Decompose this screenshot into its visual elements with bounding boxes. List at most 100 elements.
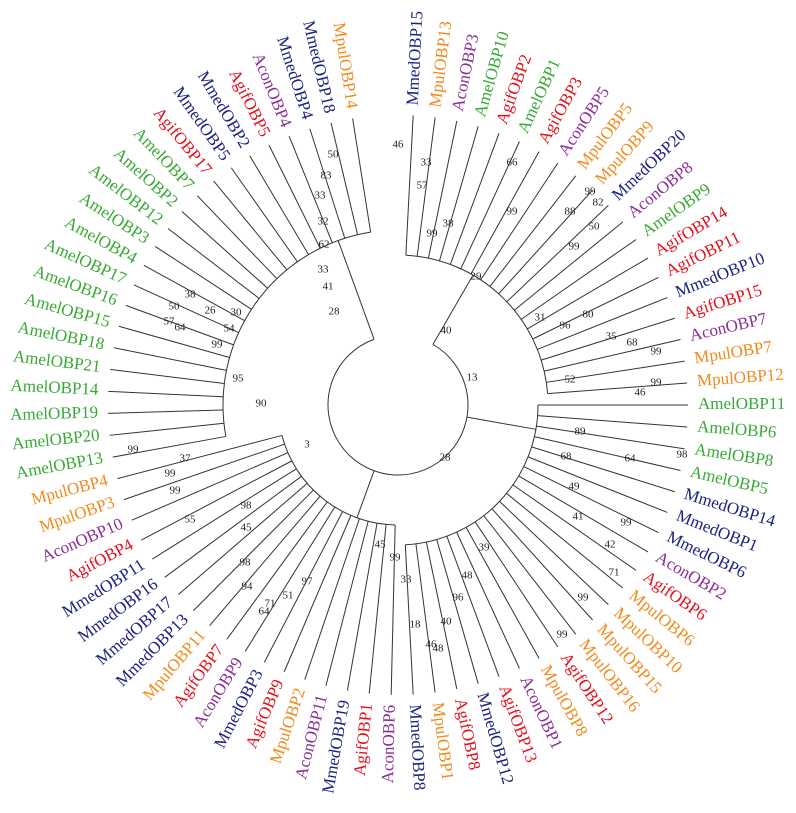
bootstrap-value: 88 [565, 206, 577, 218]
bootstrap-value: 99 [569, 241, 581, 253]
leaf-branch [449, 133, 500, 265]
leaf-branch [456, 531, 520, 669]
leaf-branch [304, 518, 360, 680]
leaf-branch [415, 543, 436, 693]
leaf-label: AmelOBP21 [12, 346, 102, 376]
leaf-branch [325, 521, 369, 687]
bootstrap-value: 71 [609, 567, 620, 579]
leaf-branch [536, 425, 685, 450]
bootstrap-value: 48 [433, 643, 445, 655]
bootstrap-value: 62 [319, 239, 330, 251]
bootstrap-value: 41 [323, 281, 334, 293]
bootstrap-value: 99 [585, 186, 597, 198]
leaf-label: AmelOBP20 [11, 425, 100, 453]
leaf-branch [112, 435, 226, 458]
leaf-branch [346, 523, 378, 691]
leaf-branch [520, 239, 637, 320]
leaf-branch [446, 536, 500, 677]
leaf-branch [117, 434, 283, 480]
leaf-branch [249, 155, 309, 255]
leaf-branch [213, 180, 288, 271]
bootstrap-value: 64 [625, 453, 637, 465]
leaf-branch [244, 506, 336, 652]
leaf-branch [531, 446, 675, 493]
leaf-branch [131, 452, 289, 521]
bootstrap-value: 64 [175, 322, 187, 334]
leaf-branch [226, 501, 328, 640]
leaf-branch [110, 368, 225, 385]
clade-arc [222, 231, 371, 437]
leaf-branch [544, 339, 681, 372]
leaf-branch [470, 151, 540, 275]
bootstrap-value: 82 [593, 197, 604, 209]
bootstrap-value: 46 [426, 639, 438, 651]
bootstrap-value: 99 [507, 206, 519, 218]
bootstrap-value: 33 [401, 574, 413, 586]
leaf-branch [506, 493, 624, 589]
leaf-branch [474, 521, 559, 648]
leaf-branch [436, 539, 479, 684]
bootstrap-value: 29 [471, 271, 483, 283]
leaf-branch [309, 128, 346, 239]
clade-arc [405, 254, 549, 394]
bootstrap-value: 32 [318, 216, 329, 228]
leaf-branch [123, 443, 285, 501]
leaf-branch [118, 325, 230, 358]
bootstrap-value: 95 [233, 373, 245, 385]
bootstrap-value: 33 [318, 264, 330, 276]
leaf-branch [499, 501, 609, 605]
leaf-branch [152, 468, 297, 560]
leaf-branch [178, 483, 308, 595]
bootstrap-value: 28 [329, 306, 341, 318]
leaf-branch [512, 484, 637, 571]
leaf-branch [230, 167, 298, 263]
bootstrap-value: 64 [259, 606, 271, 618]
bootstrap-value: 37 [180, 453, 192, 465]
bootstrap-value: 89 [575, 426, 587, 438]
leaf-label: AgifOBP1 [350, 702, 376, 776]
bootstrap-value: 99 [621, 517, 633, 529]
bootstrap-value: 99 [390, 552, 402, 564]
root-arc [327, 338, 469, 476]
bootstrap-value: 57 [164, 316, 176, 328]
leaf-label: AmelOBP6 [697, 417, 778, 442]
leaf-branch [113, 347, 227, 371]
clade-stem [337, 240, 375, 340]
bootstrap-value: 83 [321, 170, 333, 182]
leaf-branch [523, 466, 659, 534]
bootstrap-value: 30 [231, 307, 243, 319]
leaf-branch [547, 382, 688, 395]
leaf-branch [181, 211, 268, 289]
bootstrap-value: 68 [561, 451, 573, 463]
leaf-branch [405, 115, 414, 256]
bootstrap-value: 40 [441, 325, 453, 337]
bootstrap-value: 99 [557, 629, 569, 641]
leaf-label: MpulOBP1 [429, 701, 458, 781]
bootstrap-value: 28 [440, 452, 452, 464]
leaf-branch [532, 276, 659, 340]
bootstrap-value: 42 [605, 539, 616, 551]
bootstrap-value: 46 [393, 139, 405, 151]
bootstrap-value: 48 [462, 570, 474, 582]
leaf-branch [268, 145, 321, 249]
bootstrap-value: 38 [185, 289, 197, 301]
leaf-branch [527, 456, 668, 513]
bootstrap-value: 90 [256, 398, 268, 410]
leaf-branch [534, 436, 681, 471]
bootstrap-value: 94 [242, 581, 254, 593]
leaf-label: MmedOBP15 [403, 10, 427, 105]
clade-arc [281, 435, 396, 526]
bootstrap-value: 31 [535, 312, 546, 324]
bootstrap-value: 55 [185, 514, 197, 526]
leaf-branch [540, 317, 675, 361]
bootstrap-value: 50 [589, 221, 601, 233]
bootstrap-value: 46 [635, 387, 647, 399]
leaf-branch [546, 360, 685, 383]
bootstrap-value: 57 [417, 180, 429, 192]
bootstrap-value: 99 [165, 468, 177, 480]
leaf-label: MpulOBP12 [696, 365, 784, 391]
bootstrap-value: 66 [507, 157, 519, 169]
leaf-label: AmelOBP11 [698, 394, 785, 413]
